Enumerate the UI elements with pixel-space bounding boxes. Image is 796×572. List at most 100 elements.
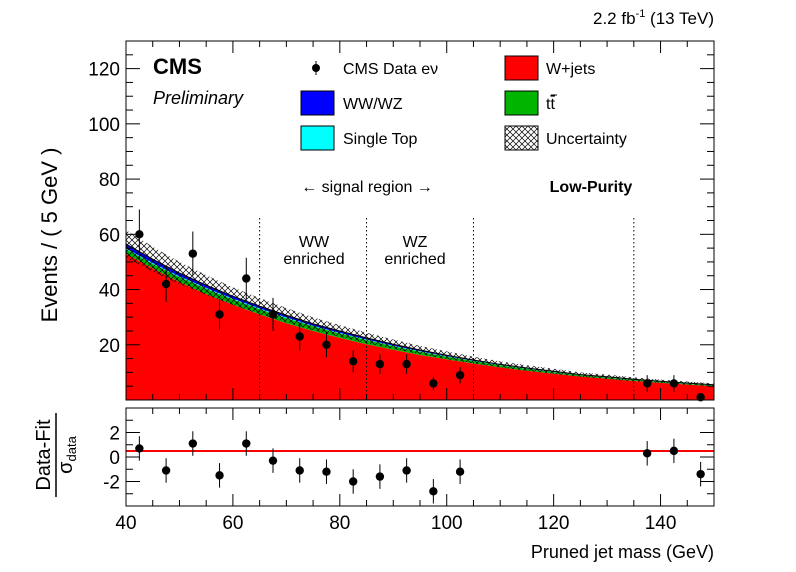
pull-marker <box>135 444 144 453</box>
data-marker <box>375 359 385 369</box>
ratio-x-axis: 40 60 80 100 120 140 <box>115 408 715 534</box>
lumi-label: 2.2 fb-1 (13 TeV) <box>593 8 714 28</box>
pull-marker <box>455 467 465 476</box>
data-point <box>215 299 224 330</box>
data-point <box>429 376 438 391</box>
data-marker <box>455 370 465 380</box>
pull-marker <box>215 471 224 480</box>
pull-marker <box>429 487 438 496</box>
svg-text:WW/WZ: WW/WZ <box>343 96 403 113</box>
data-point <box>295 322 304 351</box>
data-marker <box>348 357 358 366</box>
data-marker <box>242 274 251 283</box>
main-y-tick-label: 40 <box>99 281 120 302</box>
pull-marker <box>348 477 358 486</box>
data-marker <box>696 393 705 402</box>
main-x-ticks <box>125 41 715 400</box>
ratio-y-axis: 2 0 -2 <box>103 407 714 507</box>
signal-region-label: ← signal region → <box>301 179 433 196</box>
svg-text:W+jets: W+jets <box>546 61 595 78</box>
pull-point <box>429 479 438 504</box>
svg-text:Uncertainty: Uncertainty <box>546 131 627 148</box>
x-tick-label: 100 <box>431 513 463 534</box>
svg-text:Single Top: Single Top <box>343 131 418 148</box>
main-y-axis: 20 40 60 80 100 120 <box>88 40 714 401</box>
pull-point <box>348 469 358 494</box>
low-purity-label: Low-Purity <box>550 179 633 196</box>
legend: CMS Data eν W+jets WW/WZ tt Single Top <box>300 55 627 151</box>
ratio-panel: 2 0 -2 40 60 80 100 120 140 Data-Fit σdata Prun… <box>33 407 715 562</box>
main-y-tick-label: 60 <box>99 225 120 246</box>
pull-point <box>696 461 705 487</box>
data-point <box>696 393 705 402</box>
x-tick-label: 40 <box>115 513 136 534</box>
pull-point <box>268 448 278 473</box>
pull-point <box>322 459 331 484</box>
ww-enriched-label: WW enriched <box>283 234 344 268</box>
data-point <box>322 332 331 358</box>
pull-marker <box>669 446 679 456</box>
pull-marker <box>402 466 411 475</box>
data-point <box>268 297 278 331</box>
data-marker <box>188 249 198 258</box>
data-point <box>375 354 385 374</box>
pull-marker <box>696 469 705 479</box>
pull-marker <box>375 472 385 481</box>
preliminary-label: Preliminary <box>153 88 244 108</box>
data-marker <box>161 279 171 289</box>
ratio-frame <box>125 407 715 507</box>
pull-point <box>295 458 304 483</box>
pull-point <box>642 441 652 466</box>
x-tick-label: 80 <box>329 513 350 534</box>
data-point <box>402 354 411 374</box>
data-marker <box>429 379 438 388</box>
ratio-y-tick-label: 2 <box>109 424 120 445</box>
legend-entry-uncertainty: Uncertainty <box>504 125 627 151</box>
main-panel: 20 40 60 80 100 120 Events / ( 5 GeV ) CMS Pr… <box>37 40 715 402</box>
svg-text:tt: tt <box>546 96 555 113</box>
ratio-y-tick-label: 0 <box>109 448 120 469</box>
data-point <box>161 266 171 302</box>
main-y-tick-label: 20 <box>99 336 120 357</box>
svg-text:Data-Fit: Data-Fit <box>33 419 55 491</box>
background-stack <box>126 243 714 400</box>
data-points <box>135 209 705 402</box>
stack-w-jets <box>126 253 714 400</box>
uncertainty-band <box>125 230 715 387</box>
total-fit-line <box>125 243 715 386</box>
ratio-y-axis-label: Data-Fit σdata <box>33 413 79 497</box>
pull-marker <box>642 449 652 458</box>
pull-point <box>402 458 411 483</box>
cms-label: CMS <box>153 54 202 79</box>
data-marker <box>642 379 652 388</box>
legend-entry-ttbar: tt <box>504 90 557 116</box>
x-tick-label: 60 <box>222 513 243 534</box>
pull-point <box>161 458 171 483</box>
pull-marker <box>268 456 278 465</box>
main-y-axis-label: Events / ( 5 GeV ) <box>37 148 62 323</box>
svg-text:σdata: σdata <box>55 435 79 473</box>
pull-marker <box>295 466 304 475</box>
x-axis-label: Pruned jet mass (GeV) <box>531 542 714 562</box>
data-marker <box>669 379 679 388</box>
pull-marker <box>188 439 198 448</box>
data-marker <box>215 310 224 319</box>
data-point <box>455 366 465 384</box>
legend-entry-wwwz: WW/WZ <box>300 90 403 116</box>
pull-marker <box>161 466 171 475</box>
pull-point <box>188 431 198 456</box>
pull-points <box>135 431 705 504</box>
pull-marker <box>322 467 331 476</box>
data-marker <box>268 310 278 319</box>
data-point <box>348 350 358 373</box>
pull-point <box>455 459 465 484</box>
data-marker <box>295 332 304 341</box>
data-point <box>242 257 251 300</box>
x-tick-label: 140 <box>645 513 677 534</box>
legend-entry-wjets: W+jets <box>504 55 595 81</box>
pull-point <box>375 464 385 489</box>
x-tick-label: 120 <box>538 513 570 534</box>
pull-point <box>215 463 224 488</box>
data-point <box>642 375 652 392</box>
